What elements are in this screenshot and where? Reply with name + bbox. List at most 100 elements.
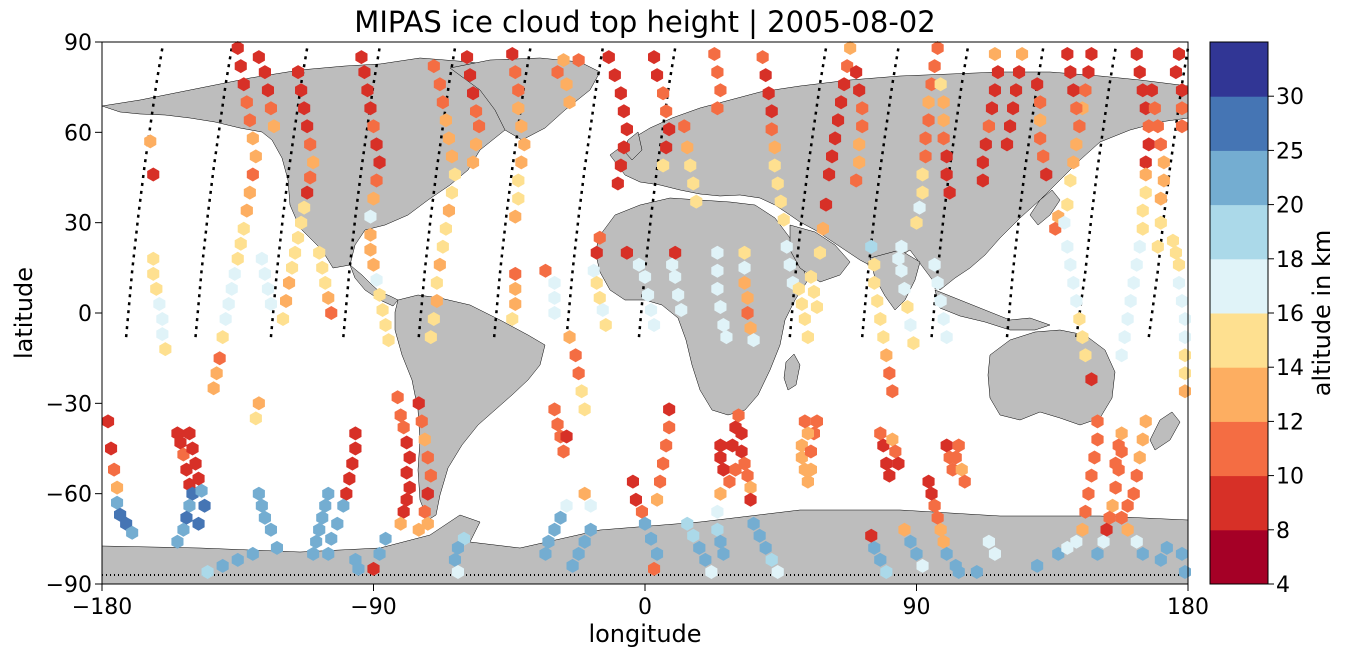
data-point-11 bbox=[153, 297, 166, 311]
data-point-177 bbox=[451, 540, 464, 555]
data-point-196 bbox=[548, 290, 561, 305]
data-point-46 bbox=[243, 185, 256, 200]
data-point-289 bbox=[720, 330, 733, 345]
data-point-539 bbox=[1175, 294, 1188, 308]
data-point-422 bbox=[940, 330, 953, 345]
data-point-24 bbox=[180, 510, 193, 525]
data-point-31 bbox=[189, 456, 202, 471]
data-point-449 bbox=[976, 173, 989, 188]
data-point-516 bbox=[1139, 185, 1152, 200]
data-point-185 bbox=[518, 137, 531, 152]
data-point-347 bbox=[801, 330, 814, 345]
data-point-213 bbox=[563, 330, 576, 345]
orbit-track-1 bbox=[1075, 47, 1117, 338]
data-point-187 bbox=[512, 173, 525, 188]
colorbar-segment-5 bbox=[1210, 258, 1268, 314]
data-point-280 bbox=[708, 47, 721, 61]
data-point-105 bbox=[343, 471, 356, 486]
data-point-524 bbox=[1118, 330, 1131, 345]
data-point-114 bbox=[358, 65, 371, 80]
data-point-438 bbox=[952, 565, 965, 579]
data-point-250 bbox=[645, 303, 658, 317]
data-point-307 bbox=[744, 480, 757, 495]
data-point-32 bbox=[186, 441, 199, 456]
chart-title: MIPAS ice cloud top height | 2005-08-02 bbox=[354, 5, 935, 39]
data-point-284 bbox=[711, 245, 724, 260]
colorbar-tick-label-6: 18 bbox=[1276, 248, 1304, 273]
data-point-240 bbox=[651, 68, 664, 83]
data-point-141 bbox=[379, 531, 392, 546]
data-point-183 bbox=[512, 101, 525, 116]
data-point-188 bbox=[512, 191, 525, 206]
data-point-482 bbox=[1061, 239, 1074, 254]
data-point-552 bbox=[1154, 552, 1167, 567]
data-point-54 bbox=[231, 41, 244, 55]
data-point-287 bbox=[714, 300, 727, 314]
data-point-558 bbox=[1121, 498, 1134, 513]
data-point-89 bbox=[280, 294, 293, 308]
data-point-444 bbox=[988, 83, 1001, 98]
data-point-480 bbox=[1067, 275, 1080, 290]
orbit-track-9 bbox=[417, 47, 457, 338]
x-tick-label-0: −180 bbox=[72, 595, 132, 620]
y-tick-label-5: 60 bbox=[64, 121, 92, 146]
data-point-123 bbox=[364, 227, 377, 242]
colorbar-tick-label-2: 10 bbox=[1276, 465, 1304, 490]
data-point-253 bbox=[629, 492, 642, 507]
data-point-47 bbox=[246, 167, 259, 182]
data-point-521 bbox=[1127, 275, 1140, 290]
data-point-35 bbox=[210, 366, 223, 381]
colorbar-segment-0 bbox=[1210, 529, 1268, 585]
colorbar-tick-label-9: 30 bbox=[1276, 85, 1304, 110]
data-point-190 bbox=[509, 266, 522, 281]
data-point-290 bbox=[714, 486, 727, 501]
data-point-472 bbox=[1088, 450, 1101, 465]
data-point-443 bbox=[991, 65, 1004, 80]
data-point-491 bbox=[1082, 65, 1095, 80]
data-point-487 bbox=[1070, 137, 1083, 152]
data-point-320 bbox=[771, 565, 784, 579]
data-point-126 bbox=[370, 272, 383, 287]
data-point-509 bbox=[1133, 65, 1146, 80]
data-point-244 bbox=[660, 140, 673, 155]
data-point-219 bbox=[590, 275, 603, 290]
data-point-308 bbox=[744, 492, 757, 507]
data-point-445 bbox=[985, 101, 998, 116]
data-point-173 bbox=[473, 119, 486, 134]
data-point-523 bbox=[1121, 312, 1134, 326]
data-point-416 bbox=[940, 167, 953, 182]
data-point-59 bbox=[267, 119, 280, 134]
data-point-273 bbox=[687, 176, 700, 191]
data-point-2 bbox=[108, 462, 121, 477]
data-point-148 bbox=[424, 468, 437, 483]
data-point-392 bbox=[898, 281, 911, 296]
data-point-504 bbox=[1103, 510, 1116, 525]
land-layer bbox=[101, 57, 1189, 585]
data-point-221 bbox=[596, 303, 609, 317]
colorbar-tick-label-4: 14 bbox=[1276, 356, 1304, 381]
data-point-125 bbox=[367, 257, 380, 272]
data-point-442 bbox=[988, 47, 1001, 61]
data-point-261 bbox=[660, 438, 673, 453]
data-point-439 bbox=[970, 565, 983, 579]
data-point-130 bbox=[382, 333, 395, 348]
data-point-296 bbox=[714, 450, 727, 465]
data-point-180 bbox=[506, 47, 519, 61]
data-point-159 bbox=[448, 167, 461, 182]
data-point-220 bbox=[593, 290, 606, 305]
data-point-110 bbox=[322, 546, 335, 561]
data-point-169 bbox=[461, 50, 474, 65]
data-point-85 bbox=[292, 230, 305, 245]
data-point-156 bbox=[439, 113, 452, 128]
data-point-562 bbox=[1136, 432, 1149, 447]
data-point-62 bbox=[261, 281, 274, 296]
data-point-217 bbox=[578, 402, 591, 417]
data-point-193 bbox=[506, 312, 519, 326]
colorbar-segment-2 bbox=[1210, 421, 1268, 477]
data-point-406 bbox=[922, 113, 935, 128]
data-point-133 bbox=[397, 420, 410, 435]
colorbar-tick-label-1: 8 bbox=[1276, 519, 1290, 544]
data-point-145 bbox=[415, 414, 428, 429]
data-point-279 bbox=[705, 565, 718, 579]
data-point-427 bbox=[934, 522, 947, 537]
